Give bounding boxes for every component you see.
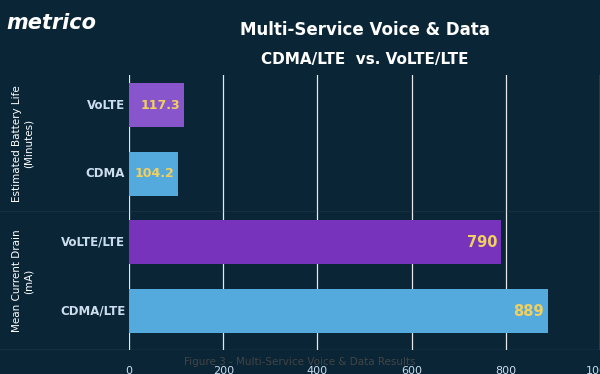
Text: 117.3: 117.3 [141, 98, 181, 111]
Text: 800: 800 [495, 366, 517, 374]
Text: CDMA/LTE  vs. VoLTE/LTE: CDMA/LTE vs. VoLTE/LTE [261, 52, 468, 67]
Text: Estimated Battery Life
(Minutes): Estimated Battery Life (Minutes) [13, 85, 34, 202]
Text: 0: 0 [125, 366, 133, 374]
Text: 200: 200 [212, 366, 234, 374]
Bar [129, 289, 548, 333]
Text: Figure 3 - Multi-Service Voice & Data Results: Figure 3 - Multi-Service Voice & Data Re… [184, 357, 416, 367]
Text: 104.2: 104.2 [134, 167, 175, 180]
Text: Multi-Service Voice & Data: Multi-Service Voice & Data [239, 21, 490, 39]
Bar [129, 152, 178, 196]
Text: CDMA/LTE: CDMA/LTE [60, 305, 125, 318]
Text: CDMA: CDMA [86, 167, 125, 180]
Text: 889: 889 [514, 304, 544, 319]
Text: 600: 600 [401, 366, 422, 374]
Text: VoLTE/LTE: VoLTE/LTE [61, 236, 125, 249]
Text: 1000: 1000 [586, 366, 600, 374]
Text: Mean Current Drain
(mA): Mean Current Drain (mA) [13, 230, 34, 332]
Bar [129, 221, 501, 264]
Text: 400: 400 [307, 366, 328, 374]
Bar [129, 83, 184, 127]
Text: metrico: metrico [6, 13, 96, 33]
Text: VoLTE: VoLTE [87, 98, 125, 111]
Text: 790: 790 [467, 235, 497, 250]
